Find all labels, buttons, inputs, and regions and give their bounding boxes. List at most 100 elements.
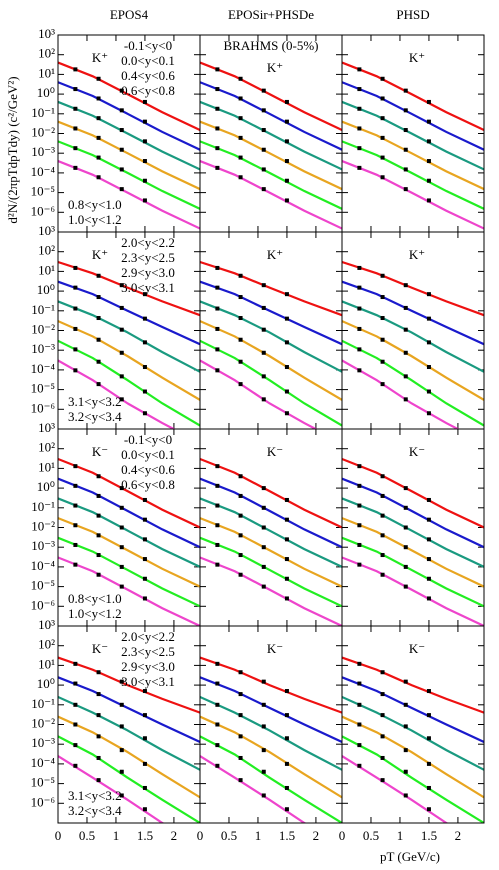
model-curve (200, 536, 342, 608)
y-tick-label: 10¹ (38, 65, 55, 80)
data-point (96, 755, 101, 760)
curves (58, 656, 200, 823)
data-point (215, 106, 220, 111)
data-point (238, 337, 243, 342)
legend-label: 0.4<y<0.6 (121, 68, 175, 83)
y-tick-label: 10⁻³ (31, 538, 55, 553)
data-point (403, 486, 408, 491)
data-point (142, 411, 147, 416)
legend-label: 3.2<y<3.4 (68, 409, 122, 424)
data-point (284, 340, 289, 345)
model-curve (58, 715, 200, 799)
data-point (96, 273, 101, 278)
data-point (119, 793, 124, 798)
data-point (73, 661, 78, 666)
model-curve (342, 339, 484, 427)
data-point (426, 736, 431, 741)
model-curve (342, 497, 484, 568)
legend-label: 0.6<y<0.8 (121, 83, 175, 98)
data-point (142, 389, 147, 394)
data-point (73, 265, 78, 270)
x-tick-label: 0.5 (221, 828, 237, 843)
model-curve (342, 280, 484, 346)
curves (342, 61, 484, 230)
data-point (142, 736, 147, 741)
data-point (119, 327, 124, 332)
x-tick-label: 2 (455, 828, 462, 843)
data-point (261, 283, 266, 288)
data-point (142, 292, 147, 297)
data-point (73, 562, 78, 567)
model-curve (58, 556, 200, 626)
data-point (215, 285, 220, 290)
model-curve (200, 517, 342, 588)
model-curve (58, 61, 200, 132)
x-tick-label: 0 (197, 828, 204, 843)
data-point (96, 382, 101, 387)
model-curve (58, 695, 200, 771)
y-tick-label: 10³ (38, 617, 55, 632)
y-tick-label: 10⁻¹ (31, 105, 55, 120)
data-point (403, 748, 408, 753)
data-point (96, 734, 101, 739)
model-curve (342, 61, 484, 132)
legend-label: 3.2<y<3.4 (68, 803, 122, 818)
data-point (380, 713, 385, 718)
data-point (403, 584, 408, 589)
y-tick-label: 10⁻⁶ (31, 597, 55, 612)
data-point (426, 576, 431, 581)
model-curve (342, 477, 484, 549)
data-point (119, 564, 124, 569)
data-point (142, 689, 147, 694)
data-point (284, 761, 289, 766)
model-curve (200, 81, 342, 151)
x-axis-label: pT (GeV/c) (380, 849, 440, 864)
data-point (403, 305, 408, 310)
particle-label: K⁺ (409, 50, 425, 65)
y-tick-label: 10⁻² (31, 715, 55, 730)
data-point (238, 116, 243, 121)
data-point (403, 327, 408, 332)
legend-label: -0.1<y<0 (124, 38, 172, 53)
data-point (426, 807, 431, 812)
data-point (238, 713, 243, 718)
data-point (380, 273, 385, 278)
data-point (261, 748, 266, 753)
model-curve (342, 656, 484, 714)
model-curve (200, 339, 342, 427)
model-curve (342, 735, 484, 823)
model-curve (342, 715, 484, 799)
data-point (426, 159, 431, 164)
model-curve (58, 676, 200, 743)
data-point (403, 525, 408, 530)
curves (58, 457, 200, 626)
data-point (403, 397, 408, 402)
legend-label: 2.0<y<2.2 (121, 629, 175, 644)
data-point (215, 523, 220, 528)
model-curve (58, 260, 200, 317)
x-tick-label: 1.5 (279, 828, 295, 843)
data-point (403, 793, 408, 798)
legend-label: 3.0<y<3.1 (121, 280, 175, 295)
data-point (96, 670, 101, 675)
data-point (380, 692, 385, 697)
data-point (357, 483, 362, 488)
data-point (96, 359, 101, 364)
data-point (261, 793, 266, 798)
y-tick-label: 10⁻⁴ (31, 558, 56, 573)
data-point (238, 493, 243, 498)
data-point (357, 702, 362, 707)
data-point (238, 553, 243, 558)
x-tick-label: 0 (55, 828, 62, 843)
model-curve (200, 100, 342, 171)
data-point (119, 374, 124, 379)
data-point (357, 165, 362, 170)
data-point (261, 702, 266, 707)
data-point (357, 763, 362, 768)
panel: 0 0.5 1 1.5 2 K⁻ pT (GeV/c) (339, 625, 485, 864)
data-point (96, 553, 101, 558)
model-curve (58, 536, 200, 608)
y-tick-label: 10⁻² (31, 321, 55, 336)
data-point (426, 119, 431, 124)
data-point (119, 305, 124, 310)
